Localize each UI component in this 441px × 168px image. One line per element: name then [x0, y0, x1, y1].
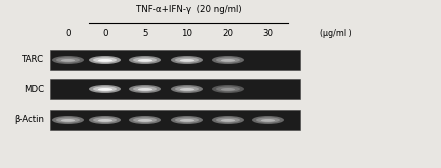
- Ellipse shape: [175, 86, 199, 92]
- Ellipse shape: [252, 116, 284, 124]
- Ellipse shape: [93, 117, 117, 123]
- Ellipse shape: [129, 56, 161, 64]
- Ellipse shape: [261, 119, 275, 122]
- Ellipse shape: [98, 119, 112, 122]
- Ellipse shape: [61, 119, 75, 122]
- Ellipse shape: [89, 116, 121, 124]
- Ellipse shape: [129, 116, 161, 124]
- Text: TARC: TARC: [22, 55, 44, 65]
- Text: 20: 20: [223, 29, 233, 37]
- Ellipse shape: [98, 59, 112, 62]
- Ellipse shape: [221, 119, 235, 122]
- Ellipse shape: [216, 117, 240, 123]
- Ellipse shape: [89, 85, 121, 93]
- Bar: [50, 79, 300, 99]
- Text: β-Actin: β-Actin: [14, 116, 44, 124]
- Ellipse shape: [138, 59, 152, 62]
- Text: TNF-α+IFN-γ  (20 ng/ml): TNF-α+IFN-γ (20 ng/ml): [136, 6, 241, 14]
- Ellipse shape: [171, 116, 203, 124]
- Ellipse shape: [98, 88, 112, 91]
- Text: 0: 0: [65, 29, 71, 37]
- Ellipse shape: [133, 117, 157, 123]
- Text: (μg/ml ): (μg/ml ): [320, 29, 352, 37]
- Ellipse shape: [171, 85, 203, 93]
- Ellipse shape: [52, 116, 84, 124]
- Text: 0: 0: [102, 29, 108, 37]
- Ellipse shape: [129, 85, 161, 93]
- Ellipse shape: [52, 56, 84, 64]
- Text: 30: 30: [262, 29, 273, 37]
- Ellipse shape: [133, 57, 157, 63]
- Ellipse shape: [138, 119, 152, 122]
- Ellipse shape: [89, 56, 121, 64]
- Ellipse shape: [216, 57, 240, 63]
- Ellipse shape: [221, 59, 235, 62]
- Ellipse shape: [180, 88, 194, 91]
- Ellipse shape: [93, 86, 117, 92]
- Ellipse shape: [180, 59, 194, 62]
- Text: 10: 10: [182, 29, 193, 37]
- Ellipse shape: [171, 56, 203, 64]
- Ellipse shape: [175, 117, 199, 123]
- Ellipse shape: [138, 88, 152, 91]
- Ellipse shape: [56, 117, 80, 123]
- Ellipse shape: [256, 117, 280, 123]
- Ellipse shape: [212, 56, 244, 64]
- Ellipse shape: [212, 85, 244, 93]
- Ellipse shape: [175, 57, 199, 63]
- Ellipse shape: [93, 57, 117, 63]
- Bar: [50, 110, 300, 130]
- Ellipse shape: [212, 116, 244, 124]
- Ellipse shape: [56, 57, 80, 63]
- Ellipse shape: [61, 59, 75, 62]
- Ellipse shape: [133, 86, 157, 92]
- Ellipse shape: [216, 86, 240, 92]
- Ellipse shape: [180, 119, 194, 122]
- Text: 5: 5: [142, 29, 148, 37]
- Text: MDC: MDC: [24, 85, 44, 94]
- Ellipse shape: [221, 88, 235, 91]
- Bar: [50, 50, 300, 70]
